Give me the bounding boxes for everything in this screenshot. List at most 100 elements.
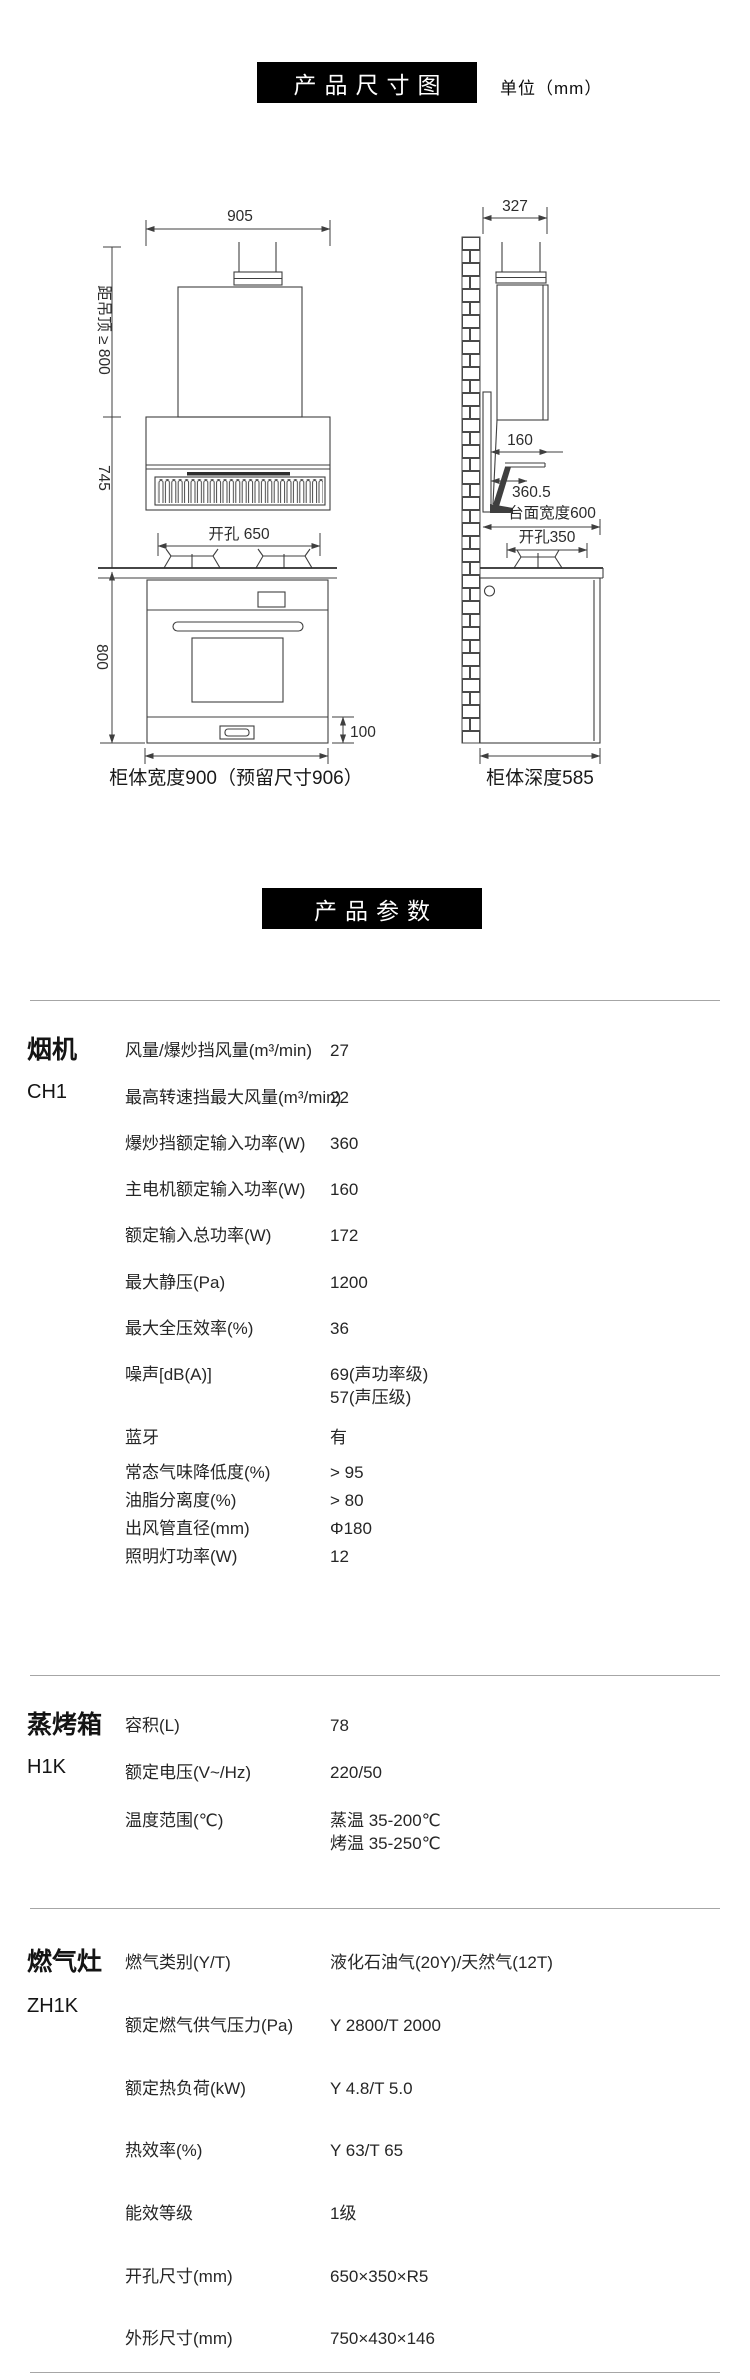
param-label: 能效等级 (125, 2204, 193, 2223)
param-value: 12 (330, 1547, 349, 1566)
param-value: 220/50 (330, 1763, 382, 1782)
spec-row: 燃气类别(Y/T) 液化石油气(20Y)/天然气(12T) (0, 1951, 750, 1975)
param-label: 额定燃气供气压力(Pa) (125, 2016, 294, 2035)
group-label-steamoven: 蒸烤箱 (27, 1711, 103, 1739)
oven-display (257, 591, 286, 608)
param-value: Y 63/T 65 (330, 2141, 404, 2160)
dim-label-327: 327 (502, 198, 528, 215)
dim-label-800: 800 (93, 644, 110, 670)
chimney-cover (177, 286, 303, 418)
param-label: 外形尺寸(mm) (125, 2329, 233, 2348)
param-value: 750×430×146 (330, 2329, 435, 2348)
section-header-parameters: 产品参数 (262, 888, 482, 929)
dim-3605: 360.5 (490, 477, 551, 501)
param-label: 容积(L) (125, 1716, 180, 1735)
param-value: Y 4.8/T 5.0 (330, 2079, 413, 2098)
param-value: 360 (330, 1134, 359, 1153)
group-label-hood: 烟机 (27, 1036, 78, 1064)
spec-row: 蓝牙 有 (0, 1426, 750, 1450)
dim-label-905: 905 (227, 208, 253, 225)
spec-row: 额定电压(V~/Hz) 220/50 (0, 1761, 750, 1785)
param-value: 69(声功率级) 57(声压级) (330, 1365, 429, 1407)
dimension-diagram: 905 距吊顶 ≥ 800 745 开孔 650 (93, 198, 604, 789)
spec-row: 最大静压(Pa) 1200 (0, 1271, 750, 1295)
dim-label-3605: 360.5 (512, 484, 551, 501)
spec-row: 额定输入总功率(W) 172 (0, 1224, 750, 1248)
hood-body-front (145, 416, 331, 511)
spec-row: 容积(L) 78 (0, 1714, 750, 1738)
param-label: 额定电压(V~/Hz) (125, 1763, 252, 1782)
dim-905: 905 (145, 208, 331, 246)
param-label: 照明灯功率(W) (125, 1547, 238, 1566)
param-label: 常态气味降低度(%) (125, 1463, 271, 1482)
param-label: 热效率(%) (125, 2141, 203, 2160)
dim-label-160: 160 (507, 432, 533, 449)
spec-row: 常态气味降低度(%) > 95 (0, 1461, 750, 1485)
param-value: 160 (330, 1180, 359, 1199)
param-label: 最大静压(Pa) (125, 1273, 226, 1292)
table-rule-bottom (30, 2372, 720, 2373)
spec-row: 开孔尺寸(mm) 650×350×R5 (0, 2265, 750, 2289)
dim-327: 327 (482, 198, 548, 234)
model-label-gasstove: ZH1K (27, 1995, 79, 2017)
dim-100: 100 (332, 716, 376, 744)
cabinet-side (479, 577, 601, 744)
param-value: 172 (330, 1226, 359, 1245)
countertop-side (480, 567, 604, 579)
spec-row: 额定燃气供气压力(Pa) Y 2800/T 2000 (0, 2014, 750, 2038)
param-value: Y 2800/T 2000 (330, 2016, 441, 2035)
unit-note: 单位（mm） (500, 79, 603, 98)
duct-side (495, 242, 547, 284)
param-label: 主电机额定输入功率(W) (125, 1180, 306, 1199)
param-label: 爆炒挡额定输入功率(W) (125, 1134, 306, 1153)
dim-ceiling-clearance: 距吊顶 ≥ 800 745 (95, 246, 121, 568)
dim-label-ceiling: 距吊顶 ≥ 800 (95, 285, 113, 375)
table-rule-steamoven (30, 1675, 720, 1676)
param-value: 液化石油气(20Y)/天然气(12T) (330, 1953, 553, 1972)
param-value: 1级 (330, 2204, 357, 2223)
param-label: 最大全压效率(%) (125, 1319, 254, 1338)
dim-cutout-350: 开孔350 (506, 528, 588, 558)
spec-row: 油脂分离度(%) > 80 (0, 1489, 750, 1513)
param-value: 1200 (330, 1273, 368, 1292)
hood-foot (490, 504, 513, 513)
param-label: 最高转速挡最大风量(m³/min) (125, 1088, 342, 1107)
grille-frame (154, 476, 326, 506)
spec-row: 温度范围(℃) 蒸温 35-200℃ 烤温 35-250℃ (0, 1809, 750, 1853)
duct-front (233, 242, 283, 286)
param-label: 燃气类别(Y/T) (125, 1953, 231, 1972)
spec-row: 热效率(%) Y 63/T 65 (0, 2139, 750, 2163)
param-value: 蒸温 35-200℃ 烤温 35-250℃ (330, 1811, 441, 1853)
param-value: 有 (330, 1428, 347, 1447)
param-value: > 95 (330, 1463, 364, 1482)
dim-cutout-650: 开孔 650 (157, 525, 321, 556)
spec-row: 风量/爆炒挡风量(m³/min) 27 (0, 1039, 750, 1063)
burner-right (255, 548, 313, 569)
wall-section (461, 236, 481, 744)
side-caption: 柜体深度585 (486, 767, 594, 789)
spec-row: 额定热负荷(kW) Y 4.8/T 5.0 (0, 2077, 750, 2101)
dim-label-cutout-350: 开孔350 (519, 528, 576, 546)
dim-label-745: 745 (95, 465, 112, 491)
param-value: Φ180 (330, 1519, 372, 1538)
spec-row: 爆炒挡额定输入功率(W) 360 (0, 1132, 750, 1156)
param-value: 36 (330, 1319, 349, 1338)
param-label: 噪声[dB(A)] (125, 1365, 212, 1384)
dim-label-cutout-650: 开孔 650 (208, 525, 270, 543)
countertop-front (98, 567, 337, 579)
dim-160: 160 (490, 432, 563, 456)
dim-800: 800 (93, 571, 145, 744)
dim-label-100: 100 (350, 724, 376, 741)
burner-left (163, 548, 221, 569)
spec-row: 最大全压效率(%) 36 (0, 1317, 750, 1341)
drawer-handle (219, 725, 255, 740)
param-label: 额定输入总功率(W) (125, 1226, 272, 1245)
group-label-gasstove: 燃气灶 (27, 1948, 103, 1976)
table-rule-gasstove (30, 1908, 720, 1909)
hood-side (482, 284, 549, 513)
oven-window (191, 637, 284, 703)
wall-bracket (482, 391, 492, 513)
section-header-dimensions: 产品尺寸图 (257, 62, 477, 103)
param-label: 额定热负荷(kW) (125, 2079, 246, 2098)
